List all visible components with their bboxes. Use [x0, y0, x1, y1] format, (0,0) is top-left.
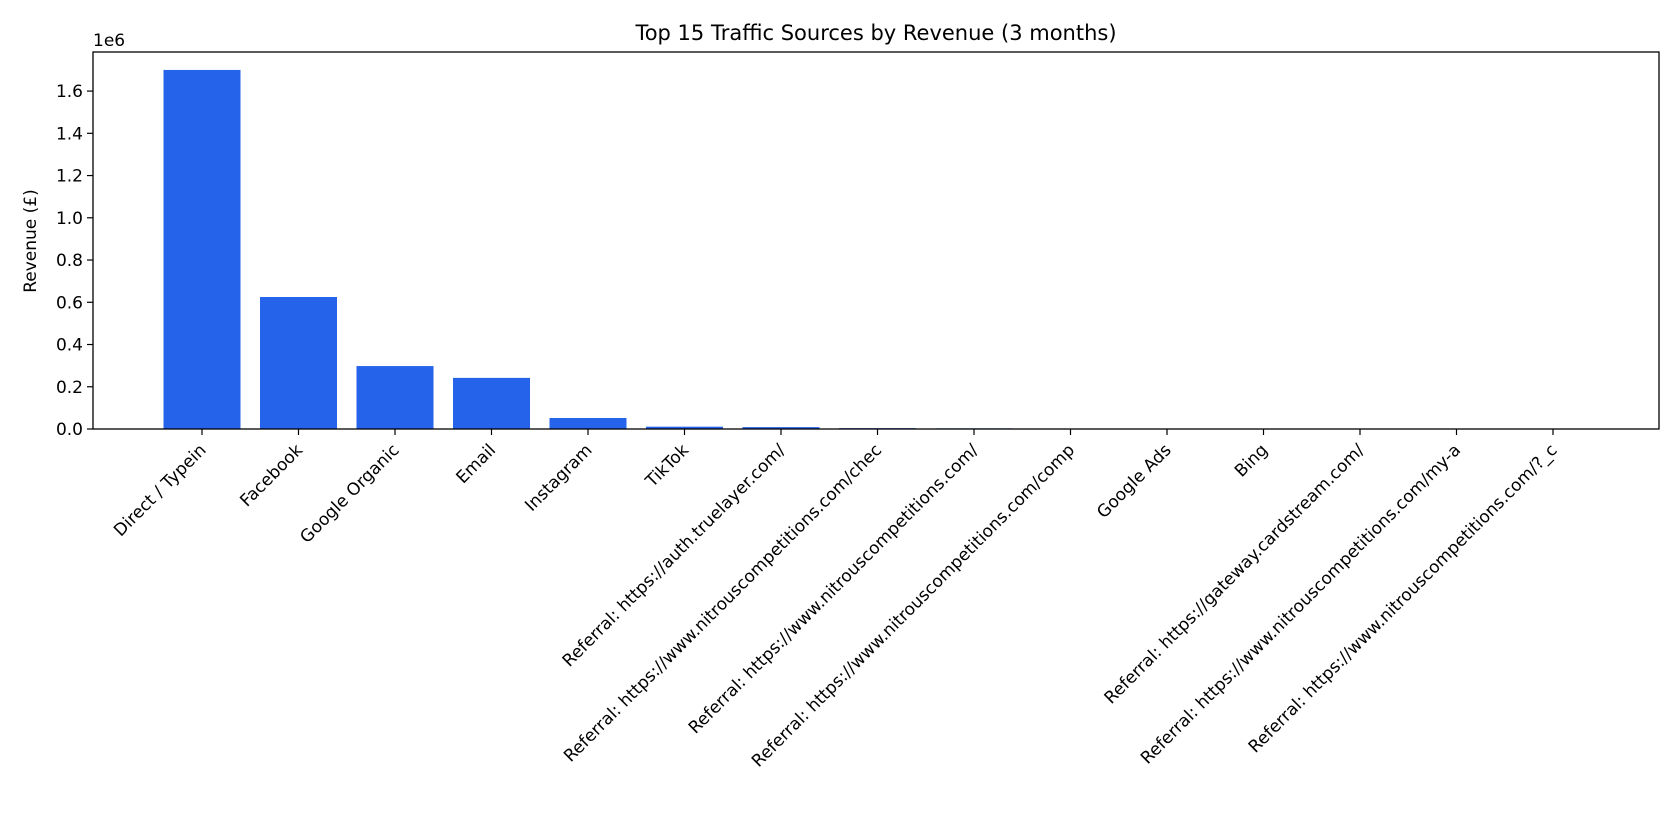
y-tick-label: 0.0 [56, 420, 83, 440]
y-tick-label: 1.4 [56, 124, 83, 144]
x-tick-label: Referral: https://www.nitrouscompetition… [1137, 440, 1465, 768]
x-tick-label: Email [453, 440, 500, 487]
x-tick-label: Facebook [236, 440, 307, 511]
x-tick-label: Referral: https://www.nitrouscompetition… [748, 440, 1079, 771]
y-axis-label: Revenue (£) [21, 189, 41, 293]
x-tick-label: TikTok [641, 440, 693, 492]
bar-0 [163, 69, 241, 429]
y-tick-label: 0.6 [56, 293, 83, 313]
y-tick-label: 0.4 [56, 336, 83, 356]
bar-2 [356, 366, 434, 429]
chart-title: Top 15 Traffic Sources by Revenue (3 mon… [634, 21, 1116, 45]
y-tick-label: 1.2 [56, 167, 83, 187]
x-tick-label: Bing [1231, 440, 1272, 481]
y-tick-label: 1.6 [56, 82, 83, 102]
y-tick-label: 0.8 [56, 251, 83, 271]
x-tick-label: Google Organic [296, 440, 403, 547]
bar-4 [549, 418, 627, 429]
y-tick-label: 1.0 [56, 209, 83, 229]
x-tick-label: Referral: https://auth.truelayer.com/ [559, 440, 790, 671]
bars-group [163, 69, 1592, 429]
plot-frame [92, 51, 1660, 430]
y-axis: 0.0 0.2 0.4 0.6 0.8 1.0 1.2 1.4 1.6 [56, 82, 93, 440]
bar-6 [742, 427, 820, 429]
y-tick-label: 0.2 [56, 378, 83, 398]
bar-5 [646, 426, 723, 429]
x-tick-label: Google Ads [1093, 440, 1175, 522]
bar-3 [453, 377, 530, 429]
y-axis-multiplier: 1e6 [93, 31, 125, 51]
x-tick-label: Referral: https://www.nitrouscompetition… [560, 440, 886, 766]
x-tick-label: Direct / Typein [110, 440, 210, 540]
bar-1 [260, 296, 337, 429]
x-tick-label: Instagram [521, 440, 596, 515]
